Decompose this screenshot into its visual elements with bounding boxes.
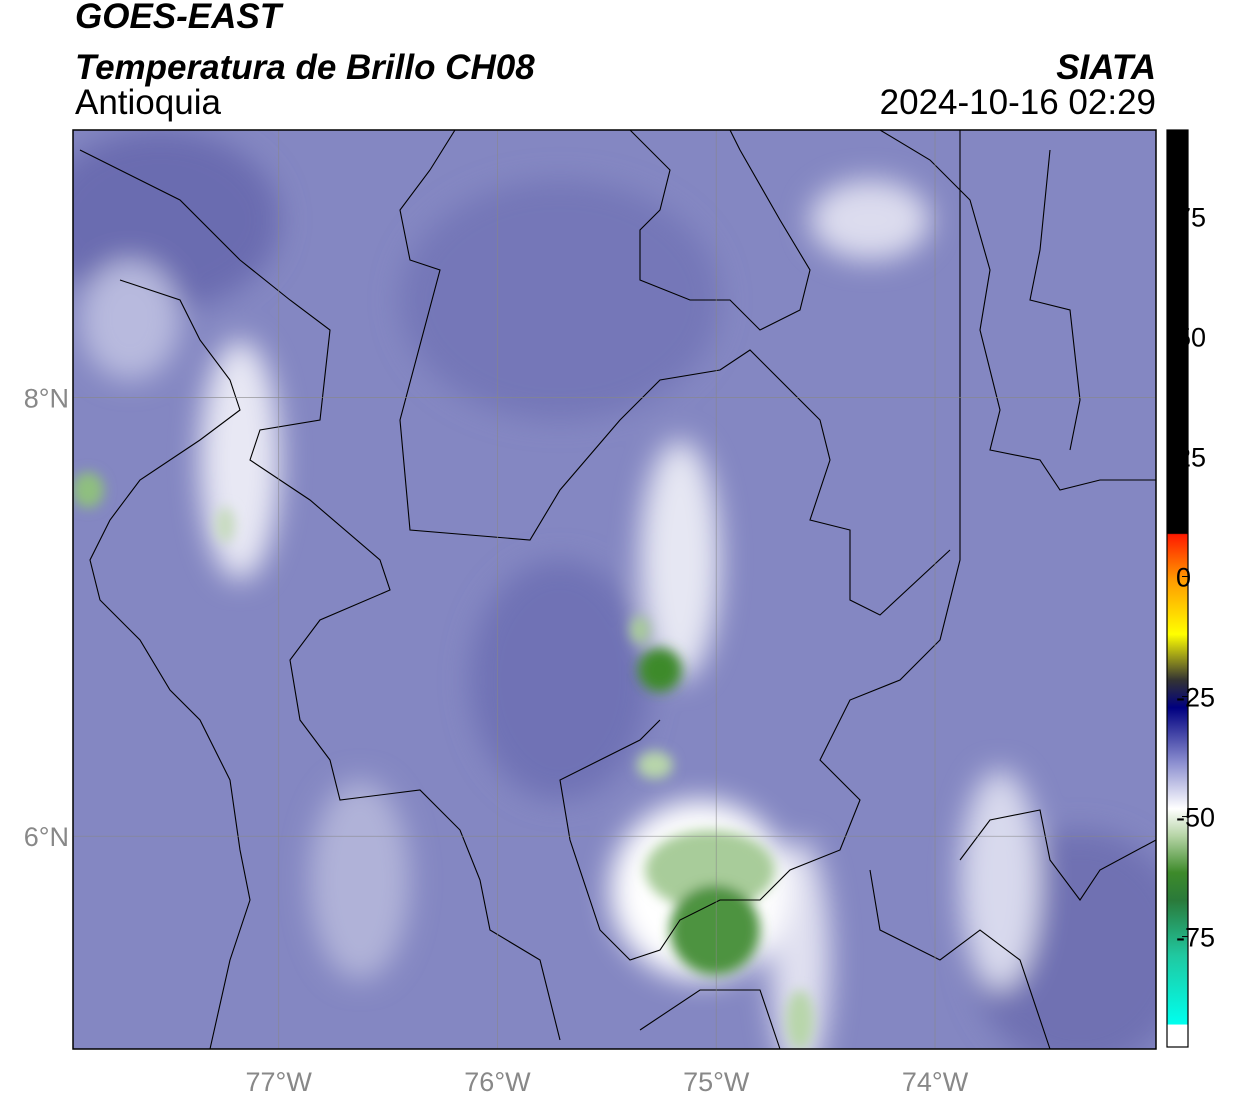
y-tick-label: 8°N xyxy=(24,384,69,414)
colorbar-tick-label: -75 xyxy=(1176,923,1215,953)
x-tick-label: 77°W xyxy=(245,1067,312,1097)
x-tick-label: 75°W xyxy=(683,1067,750,1097)
colorbar-tick-label: -25 xyxy=(1176,683,1215,713)
y-tick-label: 6°N xyxy=(24,822,69,852)
colorbar-tick-label: -50 xyxy=(1176,803,1215,833)
subtitle: Temperatura de Brillo CH08 xyxy=(75,48,535,87)
source: SIATA xyxy=(1056,48,1156,87)
title: GOES-EAST xyxy=(75,0,284,36)
map-frame xyxy=(72,129,1157,1050)
x-tick-label: 76°W xyxy=(464,1067,531,1097)
x-tick-label: 74°W xyxy=(902,1067,969,1097)
colorbar-tick-label: 0 xyxy=(1176,562,1191,592)
colorbar-tick-label: 50 xyxy=(1176,322,1206,352)
graticule: 77°W 76°W 75°W 74°W 8°N 6°N xyxy=(24,130,1156,1097)
satellite-image xyxy=(73,130,1156,1049)
colorbar-tick-label: 75 xyxy=(1176,202,1206,232)
region: Antioquia xyxy=(75,83,221,122)
colorbar-tick-label: 25 xyxy=(1176,442,1206,472)
colorbar-ticks: 75 50 25 0 -25 -50 -75 xyxy=(1176,202,1215,952)
timestamp: 2024-10-16 02:29 xyxy=(880,83,1156,122)
colorbar xyxy=(1166,129,1189,1048)
